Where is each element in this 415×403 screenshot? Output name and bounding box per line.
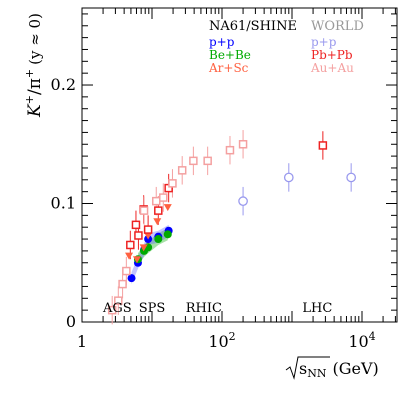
x-tick-label: 104 (348, 330, 375, 351)
data-markers (107, 140, 357, 315)
data-point (139, 206, 149, 215)
data-point (177, 166, 187, 175)
x-tick-label: 1 (77, 332, 87, 351)
legend-entry: p+p (311, 35, 337, 49)
legend-entry: Be+Be (209, 48, 251, 62)
data-point (151, 196, 161, 206)
x-tick-label: 102 (208, 330, 235, 351)
plot-frame (81, 7, 398, 323)
legend-entry: Au+Au (310, 61, 354, 75)
legend-entry: p+p (209, 35, 235, 49)
data-point (118, 279, 127, 289)
y-axis-label: K+/π+(y ≈ 0) (23, 13, 45, 118)
energy-region-label: SPS (139, 301, 166, 316)
data-point (163, 204, 172, 212)
x-axis-ticks: 1 102 104 (77, 8, 396, 351)
plot-area-border (81, 7, 398, 323)
energy-region-labels: AGS SPS RHIC LHC (102, 301, 332, 316)
data-point (131, 220, 141, 230)
data-point (318, 141, 328, 150)
data-point (153, 218, 162, 226)
data-point (125, 252, 134, 260)
y-axis-ticks: 0 0.1 0.2 (51, 13, 397, 331)
data-point (283, 172, 294, 183)
data-point (238, 140, 248, 149)
data-point (238, 196, 248, 206)
data-point (225, 145, 235, 155)
legend: NA61/SHINE WORLDp+pBe+BeAr+Scp+pPb+PbAu+A… (208, 19, 364, 75)
legend-title-na61: NA61/SHINE (209, 19, 297, 34)
energy-region-label: LHC (302, 301, 332, 316)
data-point (203, 156, 212, 166)
data-point (134, 231, 143, 240)
legend-entry: Pb+Pb (311, 48, 353, 62)
data-point (144, 232, 153, 240)
data-point (159, 193, 168, 202)
x-axis-label: sNN (GeV) (285, 356, 379, 380)
data-point (126, 240, 135, 250)
data-point (154, 206, 163, 215)
data-point (107, 305, 117, 315)
data-point (114, 296, 123, 305)
data-point (163, 230, 172, 239)
y-tick-label: 0.2 (51, 75, 76, 94)
data-point (346, 172, 357, 183)
y-tick-label: 0.1 (51, 194, 76, 213)
data-point (154, 235, 163, 244)
data-point (143, 225, 153, 234)
svg-text:sNN(GeV): sNN (GeV) (299, 359, 379, 380)
data-point (139, 244, 148, 252)
energy-region-label: AGS (102, 301, 132, 316)
data-point (122, 266, 131, 276)
y-tick-label: 0 (66, 312, 76, 331)
data-point (189, 156, 198, 166)
legend-title-world: WORLD (311, 19, 364, 34)
energy-region-label: RHIC (186, 301, 222, 316)
legend-entry: Ar+Sc (208, 61, 249, 75)
data-point (127, 274, 136, 283)
data-point (132, 256, 141, 264)
data-point (168, 179, 177, 188)
